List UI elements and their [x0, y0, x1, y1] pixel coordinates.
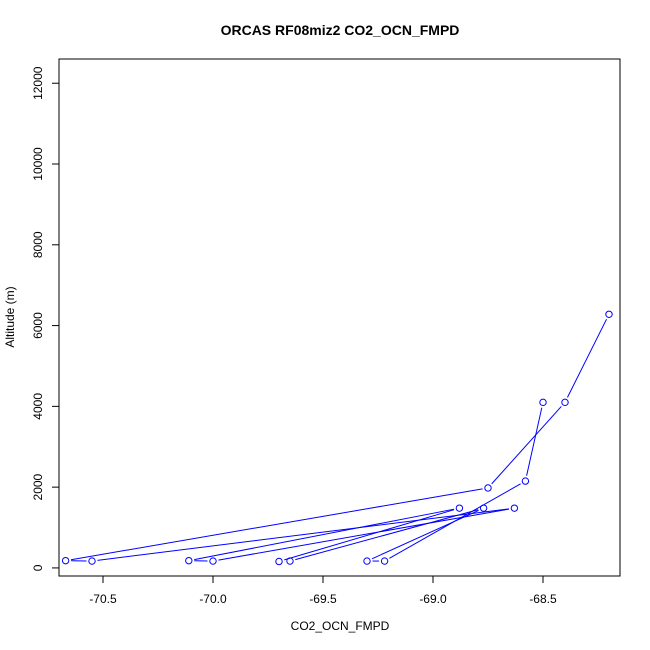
data-series: [61, 310, 613, 566]
x-tick-label: -70.5: [89, 592, 117, 606]
data-point: [185, 556, 193, 565]
data-point: [521, 477, 530, 485]
y-tick-label: 6000: [31, 312, 45, 339]
y-axis: 0 2000 4000 6000 8000 10000 12000: [31, 66, 59, 571]
series-segment: [70, 488, 483, 561]
series-segment: [567, 318, 607, 398]
y-tick-label: 0: [31, 564, 45, 571]
y-tick-label: 8000: [31, 231, 45, 258]
series-segment: [371, 509, 479, 560]
data-point: [209, 557, 217, 565]
plot-area-frame: [58, 58, 621, 577]
y-tick-label: 2000: [31, 473, 45, 500]
data-point: [561, 398, 569, 407]
y-tick-label: 10000: [31, 147, 45, 181]
series-segment: [284, 509, 455, 561]
x-tick-label: -69.5: [309, 592, 337, 606]
y-tick-label: 12000: [31, 66, 45, 100]
series-segment: [97, 508, 510, 561]
series-segment: [389, 483, 521, 559]
x-tick-label: -70.0: [199, 592, 227, 606]
data-point: [286, 557, 294, 565]
x-axis: -70.5 -70.0 -69.5 -69.0 -68.5: [89, 576, 557, 606]
series-segment: [295, 509, 479, 561]
data-point: [363, 557, 371, 565]
series-segment: [526, 407, 543, 476]
data-point: [380, 557, 389, 565]
data-point: [605, 310, 613, 318]
chart-title: ORCAS RF08miz2 CO2_OCN_FMPD: [221, 22, 460, 38]
y-axis-label: Altitude (m): [3, 286, 17, 347]
data-point: [455, 504, 464, 512]
data-point: [275, 557, 283, 566]
data-point: [484, 484, 492, 492]
x-tick-label: -68.5: [529, 592, 557, 606]
series-segment: [491, 406, 562, 485]
series-segment: [194, 508, 455, 561]
data-point: [510, 504, 519, 512]
data-point: [539, 398, 547, 407]
x-axis-label: CO2_OCN_FMPD: [291, 619, 390, 633]
data-point: [479, 504, 488, 512]
data-point: [88, 557, 96, 565]
x-tick-label: -69.0: [419, 592, 447, 606]
data-point: [61, 556, 70, 565]
y-tick-label: 4000: [31, 393, 45, 420]
